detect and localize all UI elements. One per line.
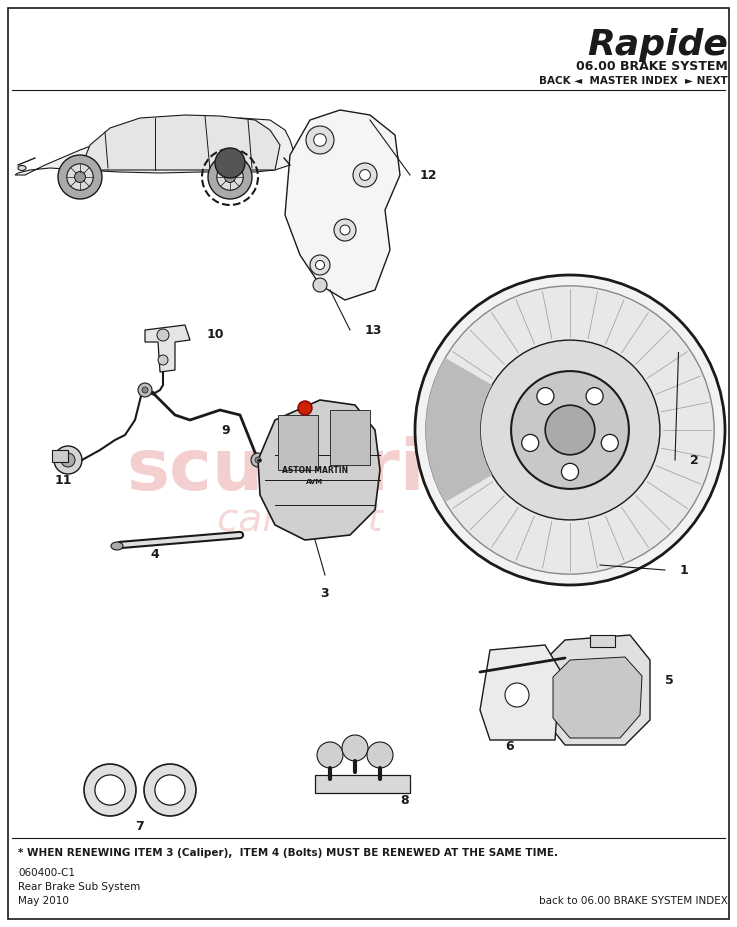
Text: 6: 6 [506,740,514,753]
Circle shape [95,775,125,805]
Text: scuderia: scuderia [126,436,474,504]
Text: 10: 10 [206,328,224,341]
Circle shape [215,148,245,178]
Circle shape [562,464,579,480]
Text: 1: 1 [680,564,689,577]
Text: 7: 7 [136,820,144,833]
Text: 06.00 BRAKE SYSTEM: 06.00 BRAKE SYSTEM [576,60,728,73]
Circle shape [74,171,85,183]
Circle shape [217,164,243,190]
Circle shape [415,275,725,585]
Bar [330,410,370,465]
Polygon shape [15,118,295,175]
Circle shape [367,742,393,768]
Circle shape [586,387,603,405]
Text: Rear Brake Sub System: Rear Brake Sub System [18,882,140,892]
Text: * WHEN RENEWING ITEM 3 (Caliper),  ITEM 4 (Bolts) MUST BE RENEWED AT THE SAME TI: * WHEN RENEWING ITEM 3 (Caliper), ITEM 4… [18,848,558,858]
Circle shape [314,133,326,146]
Circle shape [142,387,148,393]
Circle shape [334,219,356,241]
Text: back to 06.00 BRAKE SYSTEM INDEX: back to 06.00 BRAKE SYSTEM INDEX [539,896,728,906]
Circle shape [601,435,618,451]
Circle shape [353,163,377,187]
Circle shape [522,435,539,451]
Circle shape [340,225,350,235]
Text: 3: 3 [321,587,329,600]
Circle shape [545,405,595,455]
Text: 11: 11 [55,474,72,487]
Text: BACK ◄  MASTER INDEX  ► NEXT: BACK ◄ MASTER INDEX ► NEXT [539,76,728,86]
Ellipse shape [18,166,26,171]
Circle shape [158,355,168,365]
Circle shape [310,255,330,275]
Circle shape [511,371,629,489]
Circle shape [537,387,554,405]
Circle shape [84,764,136,816]
Polygon shape [553,657,642,738]
Text: 12: 12 [420,169,438,182]
Circle shape [61,453,75,467]
Text: 4: 4 [150,549,159,562]
Bar [52,450,68,462]
Circle shape [426,286,714,574]
Polygon shape [145,325,190,372]
Circle shape [155,775,185,805]
Bar [590,635,615,647]
Circle shape [480,340,660,520]
Circle shape [67,164,93,190]
Circle shape [298,401,312,415]
Circle shape [208,155,252,199]
Text: 060400-C1: 060400-C1 [18,868,75,878]
Text: car  part: car part [217,501,383,539]
Text: ASTON MARTIN: ASTON MARTIN [282,465,348,475]
Circle shape [313,278,327,292]
Text: 9: 9 [221,424,230,437]
Text: AVM: AVM [307,479,324,485]
Text: Rapide: Rapide [587,28,728,62]
Circle shape [157,329,169,341]
Circle shape [54,446,82,474]
Circle shape [317,742,343,768]
Circle shape [58,155,102,199]
Polygon shape [285,110,400,300]
Text: May 2010: May 2010 [18,896,69,906]
Circle shape [144,764,196,816]
Circle shape [306,126,334,154]
Circle shape [342,735,368,761]
Polygon shape [80,115,280,170]
Polygon shape [545,635,650,745]
Polygon shape [258,400,380,540]
Circle shape [315,260,324,270]
Circle shape [251,453,265,467]
Circle shape [360,170,371,181]
Bar [278,415,318,470]
Polygon shape [480,645,560,740]
Text: 2: 2 [690,453,699,466]
Wedge shape [426,358,492,502]
Text: 5: 5 [665,674,674,687]
Ellipse shape [111,542,123,550]
Bar [315,775,410,793]
Text: 13: 13 [365,324,383,337]
Text: 8: 8 [400,794,408,806]
Circle shape [255,457,261,463]
Circle shape [138,383,152,397]
Circle shape [505,683,529,707]
Circle shape [225,171,236,183]
